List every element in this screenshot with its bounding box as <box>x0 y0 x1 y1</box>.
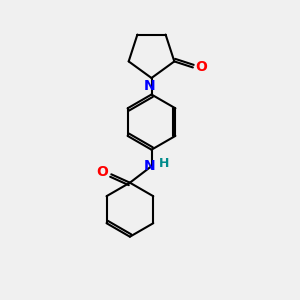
Text: H: H <box>159 157 169 170</box>
Text: N: N <box>144 80 156 94</box>
Text: O: O <box>96 165 108 179</box>
Text: N: N <box>144 159 156 173</box>
Text: O: O <box>195 59 207 74</box>
